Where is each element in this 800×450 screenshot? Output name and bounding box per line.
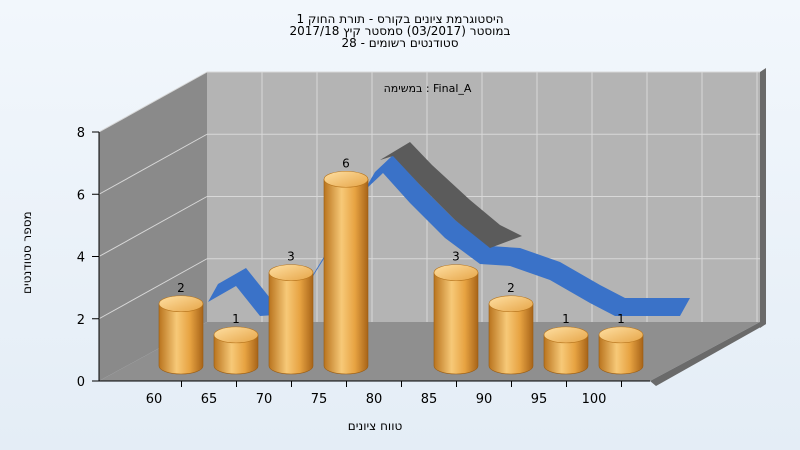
bar-body	[433, 272, 479, 375]
bar-cap	[213, 326, 259, 344]
bar-cap	[158, 295, 204, 313]
bar-body	[213, 334, 259, 375]
bar-body	[488, 303, 534, 375]
side-gridline	[98, 258, 208, 320]
bar-body	[543, 334, 589, 375]
bar-cap	[268, 264, 314, 281]
bar-data-label: 2	[507, 281, 515, 295]
bar-data-label: 1	[617, 312, 625, 326]
chart-title-line-1: היסטוגרמת ציונים בקורס - תורת החוק 1	[296, 12, 504, 26]
x-tick-label: 85	[421, 392, 438, 407]
x-tick-label: 95	[531, 392, 548, 407]
chart-floor-edge	[650, 322, 766, 386]
chart-title-line-3: סטודנטים רשומים - 28	[341, 36, 459, 50]
bar-cap	[543, 326, 589, 344]
x-tick-label: 65	[201, 392, 218, 407]
bar-cap	[323, 170, 369, 188]
y-tick-label: 0	[77, 375, 85, 390]
bar-data-label: 1	[232, 312, 240, 326]
bar-cap	[433, 264, 479, 281]
y-axis-label: מספר סטודנטים	[20, 211, 34, 294]
bar-85	[433, 264, 479, 375]
x-axis-label: טווח ציונים	[347, 419, 403, 433]
chart-floor	[99, 322, 760, 381]
bar-body	[268, 272, 314, 375]
distribution-curve	[208, 155, 690, 316]
bar-cap	[598, 326, 644, 344]
side-gridline	[98, 196, 208, 257]
bar-body	[323, 178, 369, 375]
chart-wall-edge	[760, 68, 766, 328]
bar-65	[213, 326, 259, 375]
bar-data-label: 6	[342, 156, 350, 170]
chart-title-line-2: במוסטר (03/2017) סמסטר קיץ 2017/18	[289, 24, 511, 38]
bar-100	[598, 326, 644, 375]
y-tick-label: 8	[77, 126, 85, 141]
bar-data-label: 3	[452, 250, 460, 264]
x-tick-label: 100	[582, 392, 607, 407]
bar-data-label: 2	[177, 281, 185, 295]
bar-body	[158, 303, 204, 375]
chart-annotation: במשימה : Final_A	[383, 82, 472, 95]
y-tick-label: 2	[77, 313, 85, 328]
x-tick-label: 80	[366, 392, 383, 407]
bar-90	[488, 295, 534, 375]
side-gridline	[98, 71, 208, 133]
y-tick-label: 4	[77, 251, 85, 266]
bar-95	[543, 326, 589, 375]
x-tick-label: 75	[311, 392, 328, 407]
x-tick-label: 90	[476, 392, 493, 407]
bar-data-label: 1	[562, 312, 570, 326]
bar-body	[598, 334, 644, 375]
bar-cap	[488, 295, 534, 313]
bar-70	[268, 264, 314, 375]
bar-data-label: 3	[287, 250, 295, 264]
x-tick-label: 60	[146, 392, 163, 407]
bar-60	[158, 295, 204, 375]
side-gridline	[98, 133, 208, 195]
bar-75	[323, 170, 369, 375]
distribution-curve-back	[380, 142, 522, 248]
x-tick-label: 70	[256, 392, 273, 407]
y-tick-label: 6	[77, 188, 85, 203]
